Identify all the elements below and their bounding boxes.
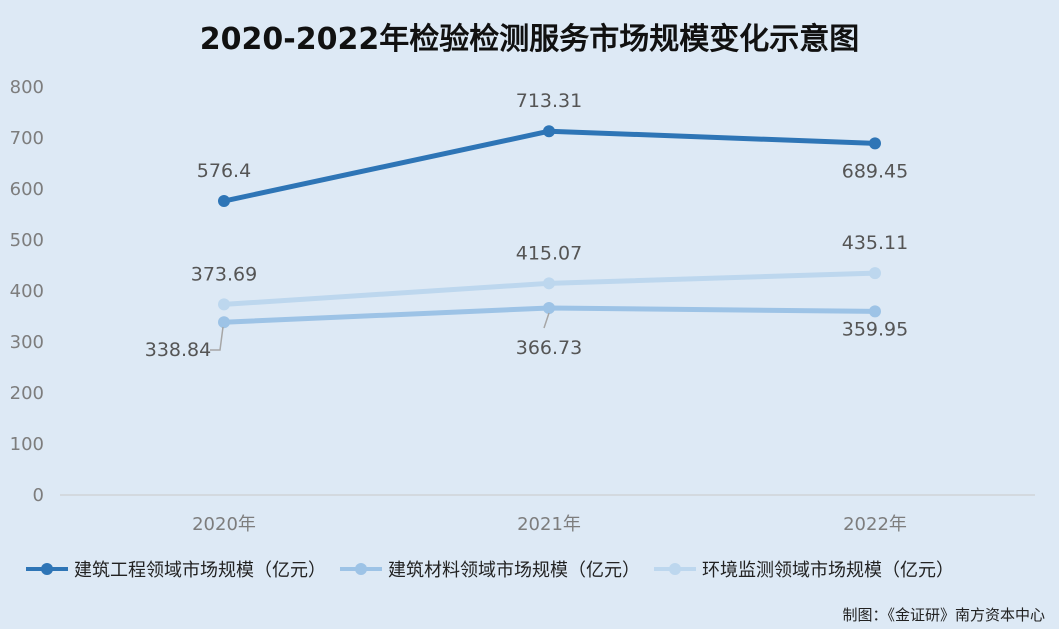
series-line (221, 128, 878, 204)
legend-item: 建筑工程领域市场规模（亿元） (26, 556, 326, 582)
legend-label: 环境监测领域市场规模（亿元） (702, 560, 954, 581)
data-label: 338.84 (145, 339, 211, 361)
legend-item: 建筑材料领域市场规模（亿元） (340, 556, 640, 582)
legend: 建筑工程领域市场规模（亿元） 建筑材料领域市场规模（亿元） 环境监测领域市场规模（亿… (26, 554, 968, 584)
leader-line (210, 326, 224, 351)
data-point (543, 125, 555, 138)
data-label: 366.73 (516, 337, 582, 359)
data-label: 576.4 (197, 160, 251, 182)
data-label: 689.45 (842, 160, 908, 182)
x-tick-label: 2020年 (192, 514, 256, 535)
data-point (869, 267, 881, 280)
legend-swatch (654, 562, 696, 576)
chart-title: 2020-2022年检验检测服务市场规模变化示意图 (199, 22, 860, 57)
x-tick-label: 2021年 (517, 514, 581, 535)
data-point (218, 298, 230, 311)
source-credit: 制图：《金证研》南方资本中心 (842, 606, 1045, 624)
y-tick-label: 300 (10, 332, 44, 353)
y-tick-label: 700 (10, 128, 44, 149)
leader-line (543, 312, 550, 329)
data-point (869, 305, 881, 318)
data-label: 359.95 (842, 318, 908, 340)
legend-label: 建筑材料领域市场规模（亿元） (388, 560, 640, 581)
data-point (543, 277, 555, 290)
data-label: 435.11 (842, 232, 908, 254)
legend-swatch (340, 562, 382, 576)
y-tick-label: 200 (10, 383, 44, 404)
data-label: 415.07 (516, 242, 582, 264)
legend-item: 环境监测领域市场规模（亿元） (654, 556, 954, 582)
legend-label: 建筑工程领域市场规模（亿元） (74, 560, 326, 581)
y-tick-label: 400 (10, 281, 44, 302)
y-tick-label: 800 (10, 77, 44, 98)
data-label: 713.31 (516, 90, 582, 112)
data-point (218, 195, 230, 208)
data-point (218, 316, 230, 329)
y-tick-label: 100 (10, 434, 44, 455)
data-label: 373.69 (191, 263, 257, 285)
data-point (869, 137, 881, 150)
y-tick-label: 500 (10, 230, 44, 251)
y-tick-label: 600 (10, 179, 44, 200)
y-tick-label: 0 (33, 485, 44, 506)
legend-swatch (26, 562, 68, 576)
x-tick-label: 2022年 (843, 514, 907, 535)
data-point (543, 301, 555, 314)
